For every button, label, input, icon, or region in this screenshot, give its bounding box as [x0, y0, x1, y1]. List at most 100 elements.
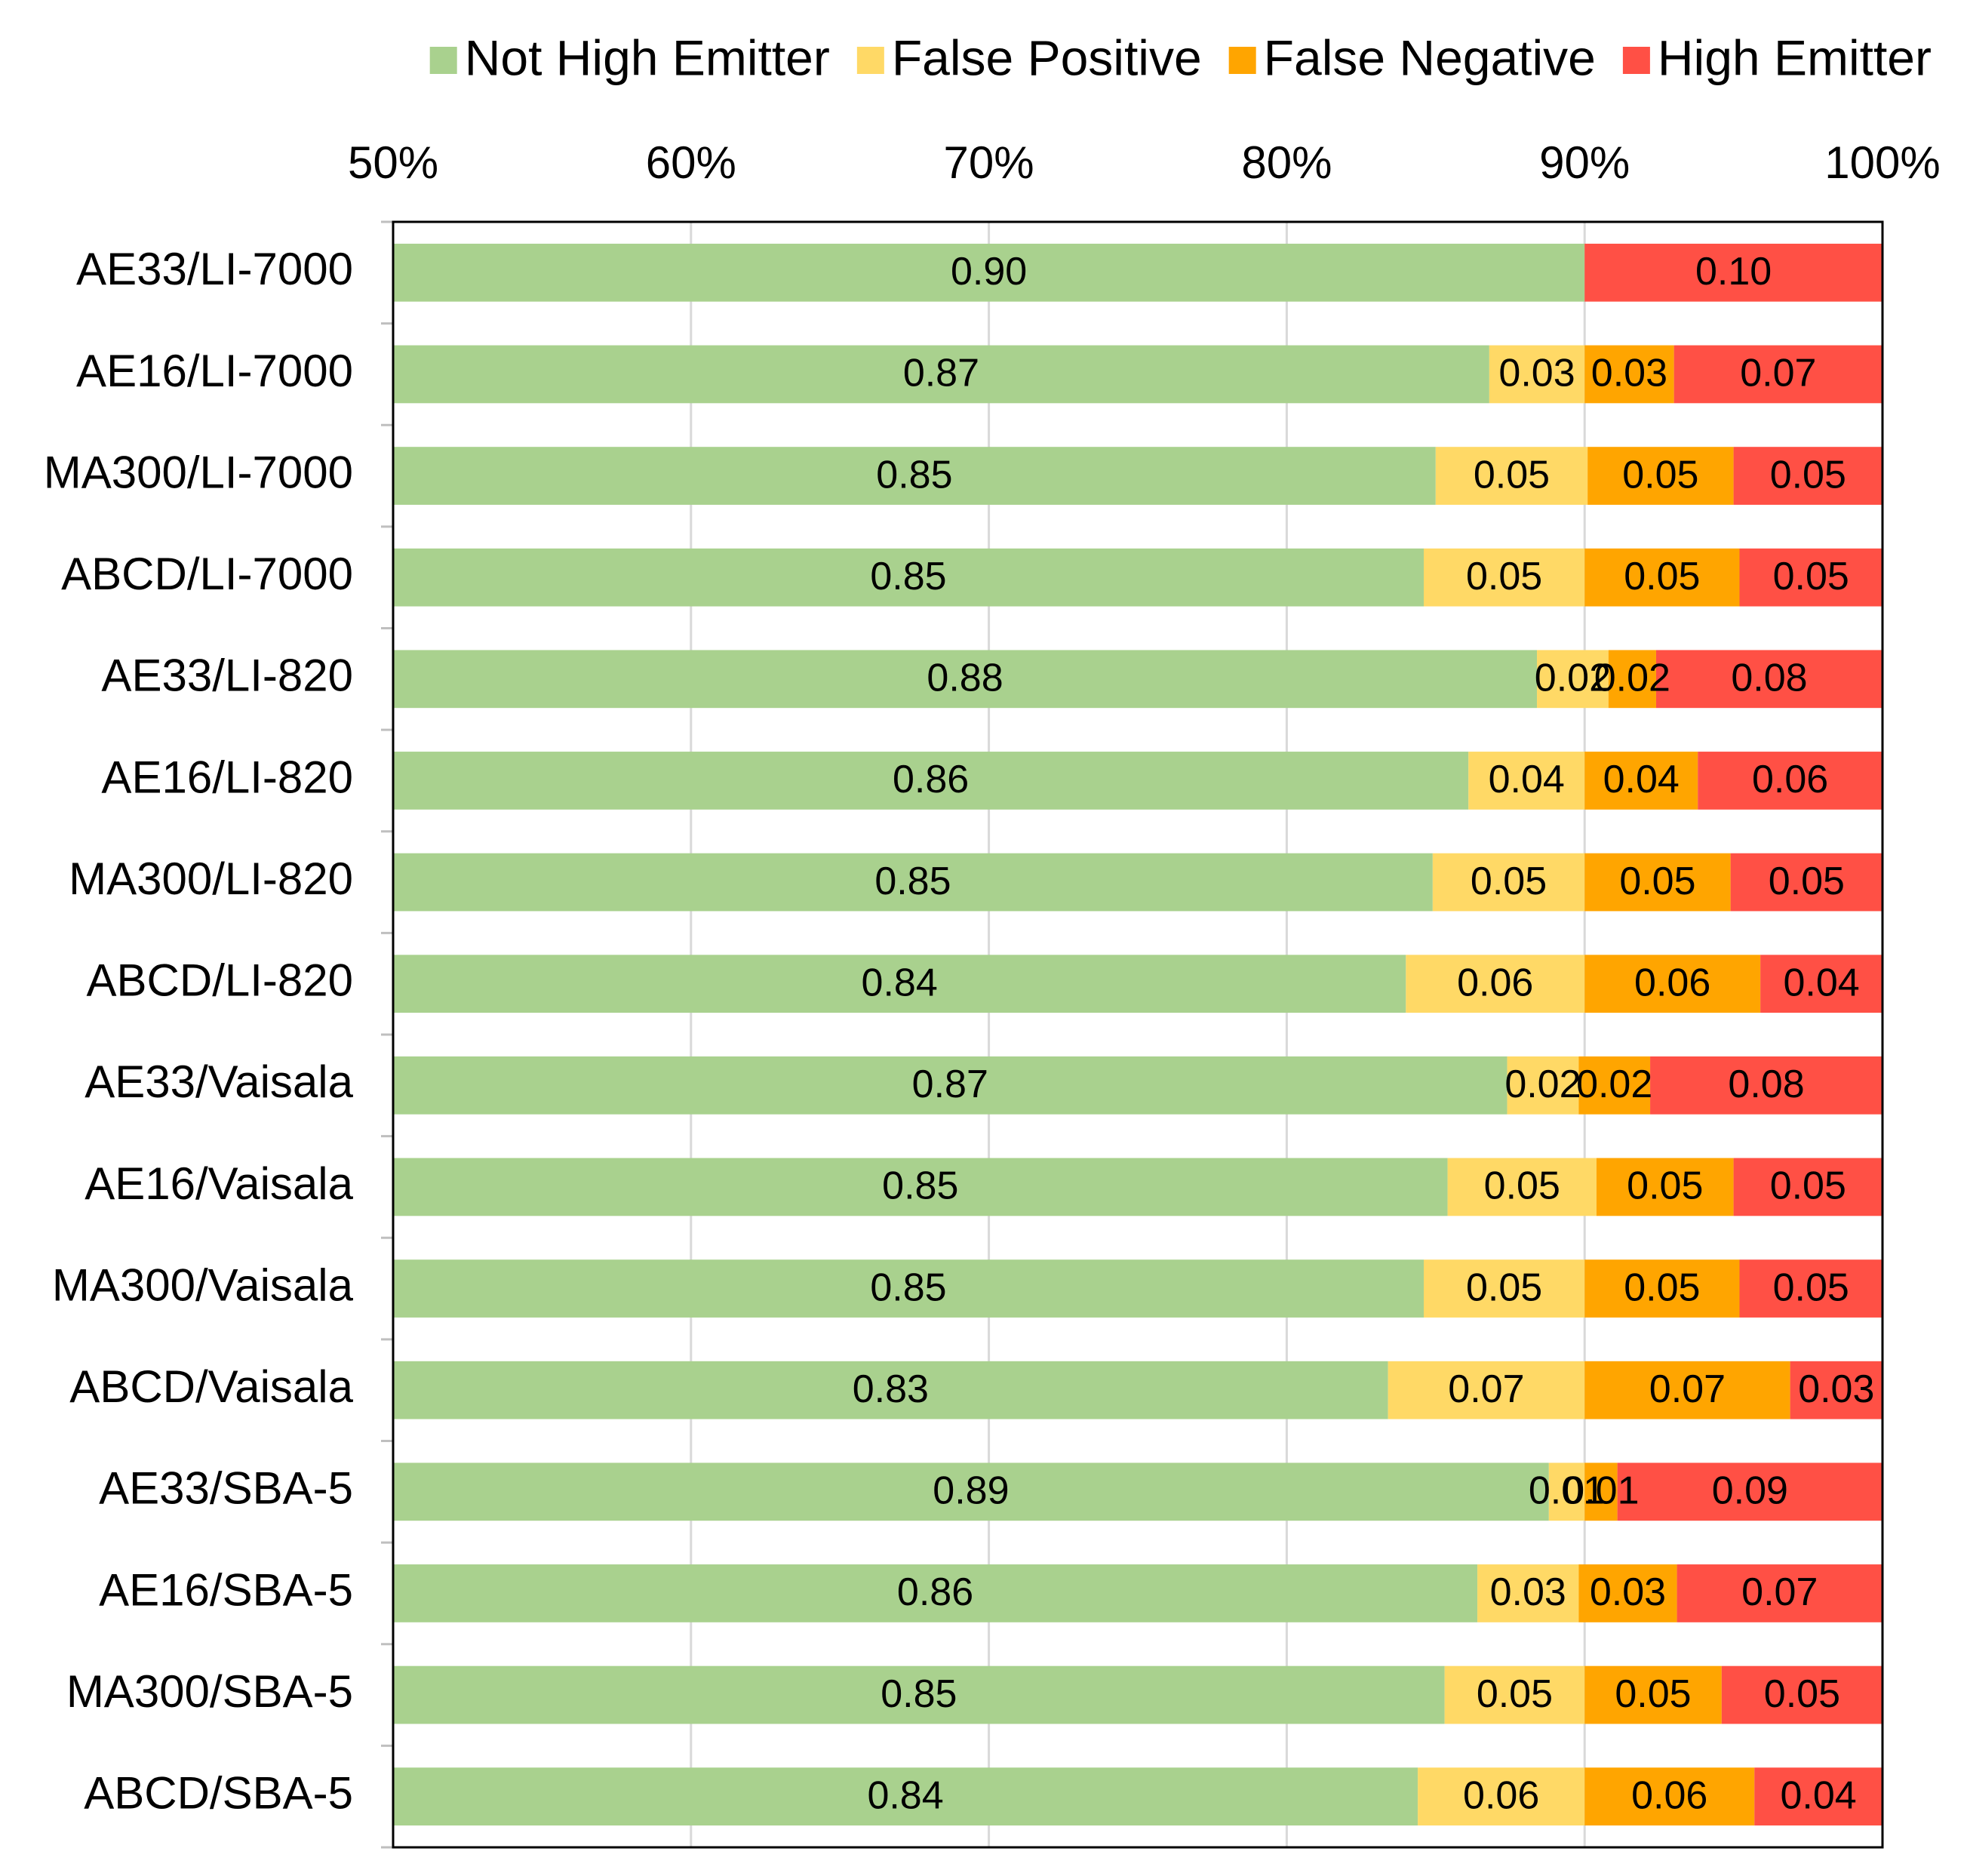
data-label: 0.08	[1728, 1063, 1804, 1106]
bar-segment	[1406, 955, 1585, 1013]
y-tick-label: ABCD/Vaisala	[69, 1361, 353, 1412]
bar-segment	[393, 1158, 1448, 1216]
data-label: 0.85	[874, 860, 951, 903]
data-label: 0.05	[1484, 1164, 1560, 1208]
bar-segment	[1721, 1665, 1882, 1724]
y-tick-label: AE33/LI-7000	[76, 244, 353, 294]
bar-segment	[1424, 548, 1585, 607]
bar-segment	[1596, 1158, 1734, 1216]
data-label: 0.05	[1466, 1266, 1542, 1309]
y-tick-label: AE16/SBA-5	[99, 1564, 353, 1615]
data-label: 0.07	[1649, 1367, 1726, 1411]
y-tick-label: ABCD/LI-7000	[61, 549, 353, 599]
bar-segment	[1739, 1259, 1882, 1318]
y-tick-label: AE33/SBA-5	[99, 1463, 353, 1514]
data-label: 0.85	[881, 1672, 957, 1716]
bar-segment	[1388, 1361, 1585, 1419]
legend-label: False Negative	[1264, 29, 1596, 85]
bar-segment	[393, 1056, 1508, 1115]
bar-segment	[393, 1462, 1549, 1521]
data-label: 0.05	[1477, 1672, 1553, 1716]
bar-segment	[1584, 1767, 1755, 1826]
legend-swatch	[1228, 47, 1256, 74]
data-label: 0.06	[1752, 758, 1828, 801]
data-label: 0.06	[1457, 961, 1533, 1004]
data-label: 0.85	[876, 453, 952, 497]
data-label: 0.02	[1535, 657, 1611, 700]
bar-segment	[393, 1767, 1418, 1826]
bar-segment	[1584, 345, 1674, 404]
bar-segment	[1760, 955, 1882, 1013]
y-tick-label: AE16/LI-820	[101, 752, 353, 802]
data-label: 0.85	[882, 1164, 958, 1208]
x-tick-label: 80%	[1241, 137, 1332, 188]
x-tick-label: 60%	[646, 137, 736, 188]
legend-swatch	[429, 47, 457, 74]
bar-segment	[393, 955, 1406, 1013]
x-tick-label: 90%	[1539, 137, 1630, 188]
data-label: 0.89	[933, 1469, 1009, 1513]
bar-segment	[393, 853, 1433, 912]
data-label: 0.05	[1773, 1266, 1849, 1309]
bar-segment	[1444, 1665, 1585, 1724]
legend-swatch	[856, 47, 884, 74]
bar-segment	[1507, 1056, 1579, 1115]
bar-segment	[1578, 1564, 1677, 1622]
bar-segment	[1677, 1564, 1882, 1622]
data-label: 0.07	[1740, 352, 1816, 395]
data-label: 0.10	[1695, 250, 1772, 294]
data-label: 0.85	[870, 555, 946, 598]
bar-segment	[1698, 752, 1882, 810]
data-label: 0.86	[893, 758, 969, 801]
y-tick-label: MA300/LI-7000	[44, 447, 353, 497]
data-label: 0.90	[951, 250, 1027, 294]
legend: Not High Emitter False Positive False Nega…	[429, 29, 1932, 85]
data-label: 0.02	[1594, 657, 1670, 700]
bar-segment	[1432, 853, 1585, 912]
data-label: 0.09	[1712, 1469, 1788, 1513]
data-label: 0.05	[1619, 860, 1695, 903]
data-label: 0.07	[1448, 1367, 1524, 1411]
bar-segment	[1673, 345, 1882, 404]
bar-segment	[1733, 447, 1882, 505]
bar-segment	[1584, 1462, 1618, 1521]
legend-label: High Emitter	[1658, 29, 1932, 85]
data-label: 0.05	[1770, 453, 1846, 497]
bars	[393, 243, 1882, 1826]
bar-segment	[1608, 650, 1656, 709]
data-label: 0.04	[1783, 961, 1859, 1004]
data-label: 0.06	[1631, 1773, 1707, 1817]
bar-segment	[1584, 1259, 1740, 1318]
bar-segment	[1477, 1564, 1579, 1622]
data-label: 0.01	[1563, 1469, 1639, 1513]
bar-segment	[1584, 955, 1761, 1013]
bar-segment	[1418, 1767, 1585, 1826]
bar-segment	[393, 447, 1436, 505]
data-label: 0.83	[853, 1367, 929, 1411]
data-label: 0.05	[1471, 860, 1547, 903]
labels: 50% 60% 70% 80% 90% 100% AE33/LI-7000 0.90 0.10 A…	[44, 137, 1941, 1819]
data-label: 0.04	[1489, 758, 1565, 801]
bar-segment	[1578, 1056, 1651, 1115]
bar-segment	[1584, 752, 1698, 810]
data-label: 0.87	[903, 352, 979, 395]
data-label: 0.84	[862, 961, 938, 1004]
bar-segment	[1655, 650, 1882, 709]
x-tick-label: 70%	[944, 137, 1034, 188]
legend-swatch	[1622, 47, 1650, 74]
bar-segment	[1584, 243, 1882, 302]
bar-segment	[1650, 1056, 1882, 1115]
bar-segment	[1617, 1462, 1882, 1521]
data-label: 0.05	[1769, 860, 1845, 903]
y-tick-label: AE16/LI-7000	[76, 346, 353, 396]
bar-segment	[1489, 345, 1585, 404]
bar-segment	[1584, 1665, 1722, 1724]
data-label: 0.08	[1731, 657, 1807, 700]
data-label: 0.04	[1781, 1773, 1857, 1817]
bar-segment	[1447, 1158, 1597, 1216]
bar-segment	[1790, 1361, 1882, 1419]
data-label: 0.05	[1764, 1672, 1840, 1716]
bar-segment	[393, 1259, 1425, 1318]
y-tick-label: ABCD/LI-820	[87, 955, 354, 1006]
y-tick-label: MA300/LI-820	[69, 853, 353, 904]
